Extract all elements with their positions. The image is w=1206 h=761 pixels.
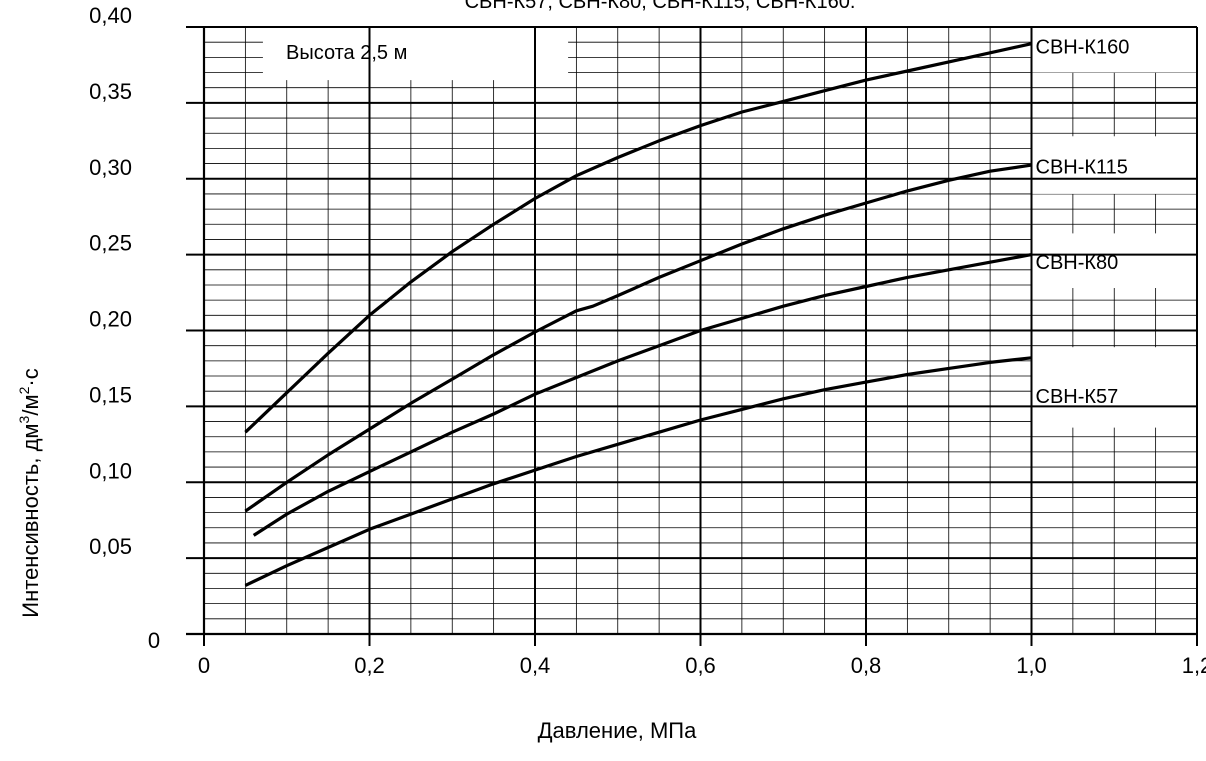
y-tick-label: 0,35 bbox=[89, 79, 132, 104]
series-label-mask bbox=[1032, 347, 1197, 428]
series-label-0: СВН-К160 bbox=[1036, 37, 1130, 59]
y-tick-label: 0,15 bbox=[89, 382, 132, 407]
series-label-mask bbox=[1032, 233, 1197, 289]
annotation-label: Высота 2,5 м bbox=[286, 42, 407, 64]
x-tick-label: 0 bbox=[198, 653, 210, 678]
y-axis-label: Интенсивность, дм3/м2·с bbox=[16, 368, 43, 617]
series-label-mask bbox=[1032, 136, 1197, 194]
x-tick-label: 1,2 bbox=[1182, 653, 1206, 678]
y-axis-label-mid: /м bbox=[18, 394, 43, 415]
series-line-2 bbox=[252, 253, 1032, 537]
chart-title: СВН-К57, СВН-К80, СВН-К115, СВН-К160. bbox=[465, 0, 856, 13]
series-layer bbox=[244, 42, 1032, 587]
y-tick-label: 0,05 bbox=[89, 534, 132, 559]
x-axis-label: Давление, МПа bbox=[538, 718, 697, 743]
y-tick-label: 0,40 bbox=[89, 3, 132, 28]
y-axis-label-main: Интенсивность, дм bbox=[18, 423, 43, 617]
y-tick-label: 0,25 bbox=[89, 231, 132, 256]
series-label-mask bbox=[1032, 27, 1197, 73]
series-label-1: СВН-К115 bbox=[1036, 157, 1128, 179]
series-line-1 bbox=[244, 163, 1032, 513]
series-line-0 bbox=[244, 42, 1032, 434]
y-axis-label-sup2: 2 bbox=[16, 386, 32, 394]
series-label-3: СВН-К57 bbox=[1036, 386, 1119, 408]
x-tick-label: 1,0 bbox=[1016, 653, 1047, 678]
x-tick-label: 0,2 bbox=[354, 653, 385, 678]
y-tick-label: 0,30 bbox=[89, 155, 132, 180]
x-tick-label: 0,8 bbox=[851, 653, 882, 678]
y-axis-label-sup1: 3 bbox=[16, 415, 32, 423]
y-tick-label: 0,10 bbox=[89, 458, 132, 483]
series-line-3 bbox=[244, 356, 1032, 587]
x-tick-label: 0,4 bbox=[520, 653, 551, 678]
y-tick-label: 0 bbox=[148, 628, 160, 653]
annotation-mask bbox=[262, 27, 569, 81]
y-tick-label: 0,20 bbox=[89, 307, 132, 332]
series-label-2: СВН-К80 bbox=[1036, 252, 1119, 274]
label-masks bbox=[262, 27, 1197, 428]
ticks-layer: СВН-К160 СВН-К115 СВН-К80 СВН-К57 0 0,2 0,4 0,6… bbox=[89, 3, 1206, 678]
y-axis-label-end: ·с bbox=[18, 368, 43, 386]
x-tick-label: 0,6 bbox=[685, 653, 716, 678]
axes bbox=[186, 27, 1198, 646]
